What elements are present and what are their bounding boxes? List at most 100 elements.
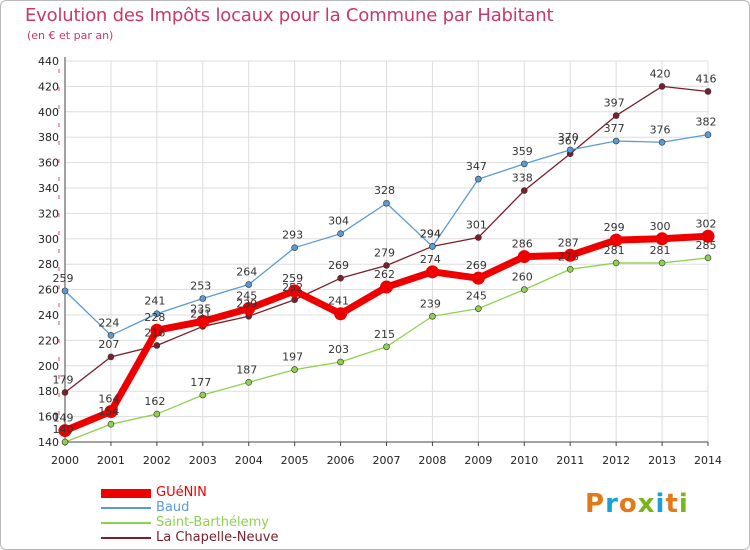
data-label-saint-barthelemy: 245 bbox=[466, 290, 487, 303]
logo-letter: i bbox=[655, 489, 666, 519]
data-label-guenin: 287 bbox=[558, 236, 579, 249]
data-label-saint-barthelemy: 187 bbox=[236, 363, 257, 376]
data-label-baud: 347 bbox=[466, 160, 487, 173]
x-tick-label: 2006 bbox=[327, 454, 355, 467]
data-point-saint-barthelemy bbox=[291, 366, 298, 373]
data-point-saint-barthelemy bbox=[704, 254, 712, 262]
data-point-guenin bbox=[150, 323, 164, 337]
data-point-saint-barthelemy bbox=[520, 286, 528, 293]
data-point-la-chapelle-neuve bbox=[383, 262, 390, 269]
y-tick-label: 240 bbox=[38, 309, 59, 322]
data-point-baud bbox=[153, 310, 161, 318]
data-point-guenin bbox=[242, 302, 256, 316]
data-label-guenin: 299 bbox=[604, 221, 625, 234]
data-label-baud: 382 bbox=[696, 116, 717, 129]
y-tick-label: 220 bbox=[38, 334, 59, 347]
data-point-baud bbox=[566, 146, 574, 154]
x-tick-label: 2012 bbox=[602, 454, 630, 467]
data-label-la-chapelle-neuve: 420 bbox=[650, 67, 671, 80]
data-label-baud: 376 bbox=[650, 123, 671, 136]
x-tick-label: 2007 bbox=[373, 454, 401, 467]
data-point-baud bbox=[612, 137, 620, 145]
data-point-guenin bbox=[380, 280, 393, 294]
logo-letter: o bbox=[618, 489, 638, 519]
x-tick-label: 2011 bbox=[556, 454, 584, 467]
data-label-saint-barthelemy: 215 bbox=[374, 328, 395, 341]
data-label-la-chapelle-neuve: 216 bbox=[144, 326, 165, 339]
data-label-la-chapelle-neuve: 179 bbox=[53, 373, 74, 386]
data-label-la-chapelle-neuve: 231 bbox=[190, 307, 211, 320]
chart-subtitle: (en € et par an) bbox=[27, 29, 114, 42]
y-tick-label: 160 bbox=[38, 411, 59, 424]
data-label-guenin: 262 bbox=[374, 268, 395, 281]
data-point-baud bbox=[658, 138, 666, 146]
logo-letter: i bbox=[678, 489, 689, 519]
data-label-saint-barthelemy: 281 bbox=[650, 244, 671, 257]
x-tick-label: 2000 bbox=[51, 454, 79, 467]
data-label-baud: 359 bbox=[512, 145, 533, 158]
logo-letter: x bbox=[637, 489, 656, 519]
data-point-saint-barthelemy bbox=[107, 420, 115, 428]
data-label-saint-barthelemy: 140 bbox=[53, 423, 74, 436]
data-point-saint-barthelemy bbox=[383, 343, 390, 351]
data-label-saint-barthelemy: 276 bbox=[558, 250, 579, 263]
data-point-baud bbox=[61, 287, 69, 295]
data-point-saint-barthelemy bbox=[566, 265, 574, 273]
data-point-baud bbox=[383, 199, 390, 207]
data-point-baud bbox=[429, 243, 436, 250]
data-label-guenin: 149 bbox=[53, 412, 74, 425]
data-point-guenin bbox=[58, 424, 72, 438]
data-point-guenin bbox=[196, 314, 210, 328]
data-point-baud bbox=[475, 175, 482, 183]
y-tick-label: 380 bbox=[38, 131, 59, 144]
data-label-la-chapelle-neuve: 367 bbox=[558, 135, 579, 148]
data-label-baud: 253 bbox=[190, 279, 211, 292]
data-label-saint-barthelemy: 154 bbox=[98, 405, 119, 418]
legend-label: GUéNIN bbox=[156, 485, 207, 500]
data-label-guenin: 235 bbox=[190, 302, 211, 315]
data-label-guenin: 245 bbox=[236, 290, 257, 303]
x-tick-label: 2001 bbox=[97, 454, 125, 467]
data-point-la-chapelle-neuve bbox=[107, 353, 115, 361]
y-tick-label: 420 bbox=[38, 80, 59, 93]
data-point-saint-barthelemy bbox=[475, 305, 482, 312]
legend-label: Baud bbox=[156, 500, 190, 515]
data-point-la-chapelle-neuve bbox=[475, 234, 482, 241]
data-point-la-chapelle-neuve bbox=[337, 274, 344, 282]
logo-letter: P bbox=[585, 489, 606, 519]
data-point-baud bbox=[291, 244, 298, 251]
x-tick-label: 2009 bbox=[464, 454, 492, 467]
data-point-saint-barthelemy bbox=[658, 259, 666, 267]
y-tick-label: 340 bbox=[38, 182, 59, 195]
data-label-guenin: 241 bbox=[328, 295, 349, 308]
data-point-la-chapelle-neuve bbox=[153, 342, 161, 349]
data-label-la-chapelle-neuve: 207 bbox=[98, 338, 119, 351]
y-tick-label: 260 bbox=[38, 284, 59, 297]
data-label-la-chapelle-neuve: 301 bbox=[466, 219, 487, 232]
data-point-saint-barthelemy bbox=[337, 358, 344, 366]
data-label-guenin: 300 bbox=[650, 220, 671, 233]
data-point-saint-barthelemy bbox=[612, 259, 620, 267]
x-tick-label: 2008 bbox=[418, 454, 446, 467]
data-label-saint-barthelemy: 285 bbox=[696, 239, 717, 252]
data-point-saint-barthelemy bbox=[429, 312, 436, 320]
data-point-baud bbox=[520, 160, 528, 168]
data-label-baud: 328 bbox=[374, 184, 395, 197]
data-label-baud: 264 bbox=[236, 266, 257, 279]
data-label-guenin: 269 bbox=[466, 259, 487, 272]
x-tick-label: 2013 bbox=[648, 454, 676, 467]
data-label-baud: 377 bbox=[604, 122, 625, 135]
data-label-baud: 370 bbox=[558, 131, 579, 144]
data-point-guenin bbox=[563, 248, 577, 262]
data-label-saint-barthelemy: 281 bbox=[604, 244, 625, 257]
chart-title: Evolution des Impôts locaux pour la Comm… bbox=[25, 5, 554, 26]
data-label-la-chapelle-neuve: 338 bbox=[512, 172, 533, 185]
data-label-guenin: 228 bbox=[144, 311, 165, 324]
data-label-guenin: 286 bbox=[512, 238, 533, 251]
data-point-saint-barthelemy bbox=[199, 391, 207, 399]
legend-swatch bbox=[101, 489, 151, 498]
data-label-saint-barthelemy: 197 bbox=[282, 351, 303, 364]
data-label-guenin: 274 bbox=[420, 253, 441, 266]
